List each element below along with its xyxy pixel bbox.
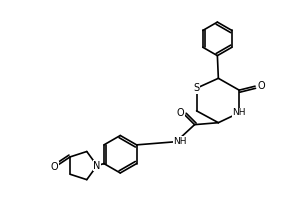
Text: N: N [93,161,101,171]
Text: O: O [50,162,58,172]
Text: O: O [257,81,265,91]
Text: NH: NH [173,137,187,146]
Text: S: S [194,83,200,93]
Text: O: O [177,108,184,118]
Text: NH: NH [232,108,246,117]
